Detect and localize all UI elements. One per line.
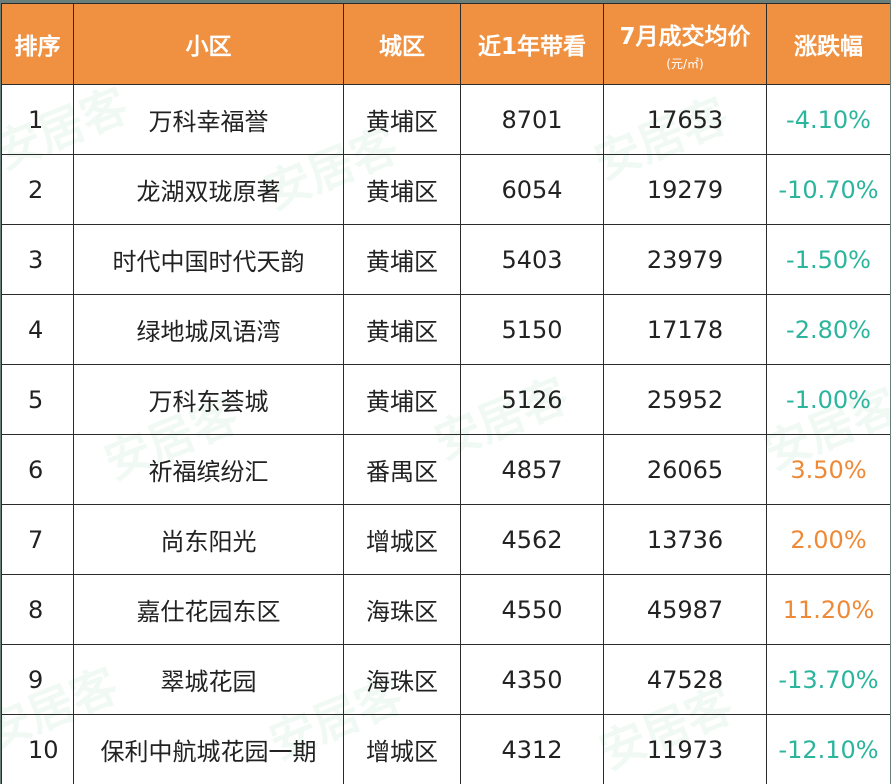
change-cell: -1.50% [766,224,890,295]
change-cell: -12.10% [766,714,890,784]
change-cell: -2.80% [766,294,890,365]
community-cell: 时代中国时代天韵 [73,224,344,295]
table-row: 6 祈福缤纷汇 番禺区 4857 26065 3.50% [1,434,890,505]
viewings-cell: 4312 [460,714,604,784]
viewings-cell: 6054 [460,154,604,225]
table-row: 2 龙湖双珑原著 黄埔区 6054 19279 -10.70% [1,154,890,225]
community-cell: 万科东荟城 [73,364,344,435]
price-cell: 47528 [603,644,767,715]
district-cell: 黄埔区 [343,84,461,155]
district-cell: 黄埔区 [343,364,461,435]
header-price-label: 7月成交均价 [619,23,751,50]
district-cell: 海珠区 [343,644,461,715]
change-cell: -13.70% [766,644,890,715]
viewings-cell: 8701 [460,84,604,155]
header-community: 小区 [73,3,344,85]
rank-cell: 7 [1,504,74,575]
table-row: 1 万科幸福誉 黄埔区 8701 17653 -4.10% [1,84,890,155]
change-cell: -4.10% [766,84,890,155]
table-body: 1 万科幸福誉 黄埔区 8701 17653 -4.10% 2 龙湖双珑原著 黄埔区 6054 19… [1,84,890,784]
change-cell: 2.00% [766,504,890,575]
district-cell: 黄埔区 [343,294,461,365]
price-cell: 13736 [603,504,767,575]
header-rank: 排序 [1,3,74,85]
rank-cell: 8 [1,574,74,645]
table-row: 4 绿地城凤语湾 黄埔区 5150 17178 -2.80% [1,294,890,365]
header-change: 涨跌幅 [766,3,890,85]
rank-cell: 1 [1,84,74,155]
viewings-cell: 4550 [460,574,604,645]
district-cell: 增城区 [343,504,461,575]
price-cell: 11973 [603,714,767,784]
viewings-cell: 4857 [460,434,604,505]
community-cell: 翠城花园 [73,644,344,715]
viewings-cell: 5126 [460,364,604,435]
header-row: 排序 小区 城区 近1年带看 7月成交均价 (元/㎡) 涨跌幅 [1,3,890,85]
district-cell: 黄埔区 [343,224,461,295]
change-cell: 3.50% [766,434,890,505]
rank-cell: 10 [1,714,74,784]
viewings-cell: 5403 [460,224,604,295]
table-row: 10 保利中航城花园一期 增城区 4312 11973 -12.10% [1,714,890,784]
ranking-table: 排序 小区 城区 近1年带看 7月成交均价 (元/㎡) 涨跌幅 1 万科幸福誉 黄埔… [1,3,890,784]
header-price: 7月成交均价 (元/㎡) [603,3,767,85]
price-cell: 26065 [603,434,767,505]
price-cell: 45987 [603,574,767,645]
price-cell: 23979 [603,224,767,295]
rank-cell: 3 [1,224,74,295]
table-row: 7 尚东阳光 增城区 4562 13736 2.00% [1,504,890,575]
district-cell: 海珠区 [343,574,461,645]
price-cell: 19279 [603,154,767,225]
community-cell: 保利中航城花园一期 [73,714,344,784]
viewings-cell: 5150 [460,294,604,365]
community-cell: 尚东阳光 [73,504,344,575]
community-cell: 绿地城凤语湾 [73,294,344,365]
table-frame: 安居客 安居客 安居客 安居客 安居客 安居客 安居客 安居客 安居客 排序 小… [1,3,890,784]
viewings-cell: 4350 [460,644,604,715]
community-cell: 祈福缤纷汇 [73,434,344,505]
price-cell: 17653 [603,84,767,155]
price-cell: 17178 [603,294,767,365]
rank-cell: 4 [1,294,74,365]
district-cell: 番禺区 [343,434,461,505]
table-row: 5 万科东荟城 黄埔区 5126 25952 -1.00% [1,364,890,435]
price-cell: 25952 [603,364,767,435]
change-cell: -1.00% [766,364,890,435]
community-cell: 万科幸福誉 [73,84,344,155]
rank-cell: 6 [1,434,74,505]
community-cell: 嘉仕花园东区 [73,574,344,645]
rank-cell: 2 [1,154,74,225]
header-viewings: 近1年带看 [460,3,604,85]
table-row: 9 翠城花园 海珠区 4350 47528 -13.70% [1,644,890,715]
change-cell: -10.70% [766,154,890,225]
change-cell: 11.20% [766,574,890,645]
rank-cell: 9 [1,644,74,715]
district-cell: 黄埔区 [343,154,461,225]
community-cell: 龙湖双珑原著 [73,154,344,225]
table-row: 3 时代中国时代天韵 黄埔区 5403 23979 -1.50% [1,224,890,295]
header-price-unit: (元/㎡) [666,56,704,71]
viewings-cell: 4562 [460,504,604,575]
rank-cell: 5 [1,364,74,435]
header-district: 城区 [343,3,461,85]
district-cell: 增城区 [343,714,461,784]
table-row: 8 嘉仕花园东区 海珠区 4550 45987 11.20% [1,574,890,645]
